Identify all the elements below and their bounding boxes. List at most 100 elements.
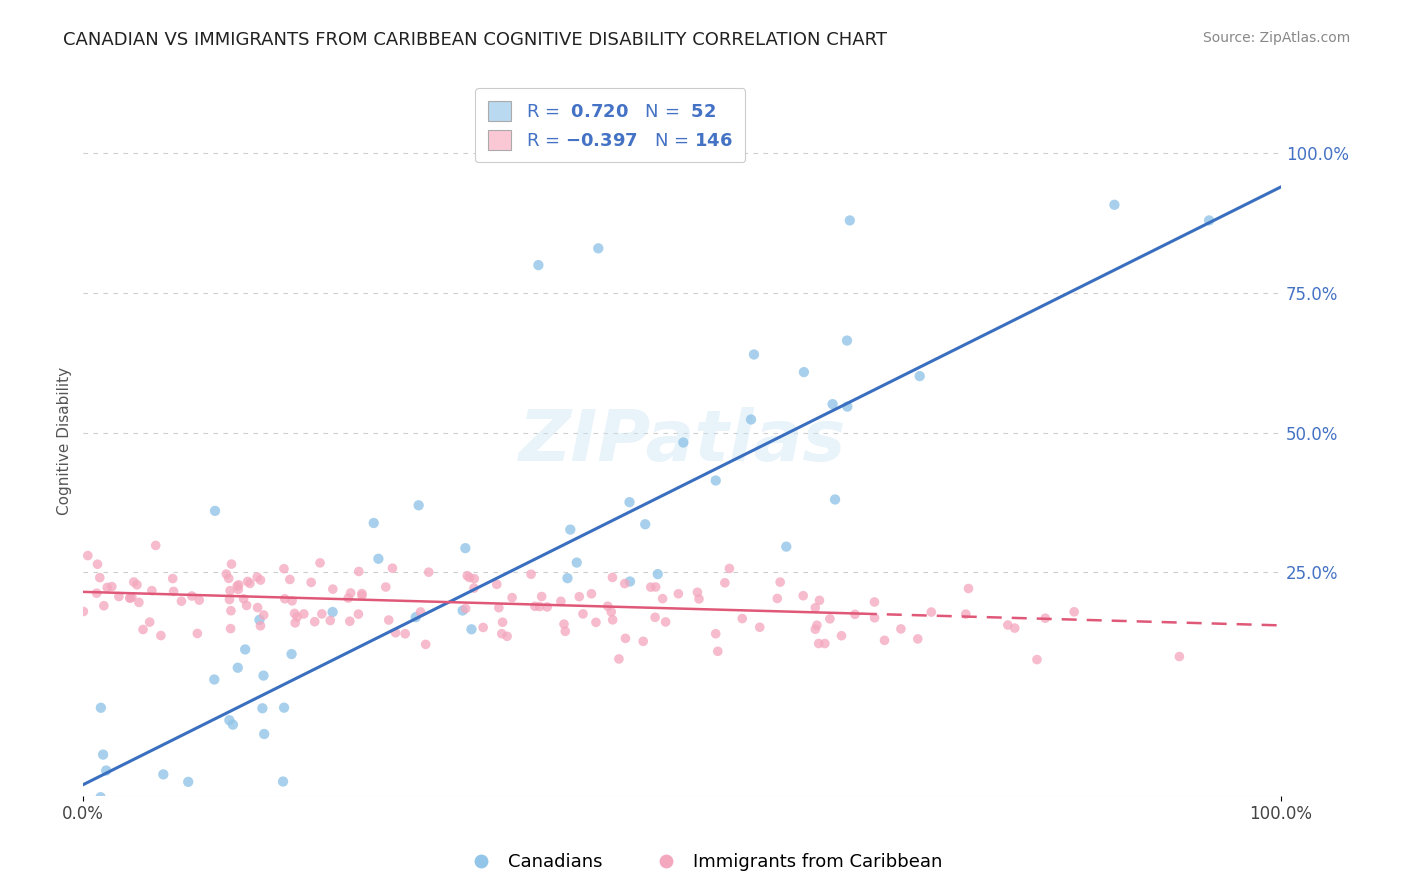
Point bbox=[381, 561, 404, 575]
Point bbox=[90, 790, 112, 805]
Point bbox=[339, 586, 361, 600]
Point bbox=[226, 661, 249, 675]
Point bbox=[596, 599, 619, 614]
Point bbox=[273, 562, 295, 576]
Point bbox=[299, 575, 322, 590]
Point bbox=[233, 642, 256, 657]
Point bbox=[557, 571, 579, 585]
Point bbox=[485, 577, 508, 591]
Point bbox=[162, 572, 184, 586]
Point bbox=[280, 647, 302, 661]
Point bbox=[292, 607, 315, 621]
Point bbox=[496, 629, 519, 643]
Point bbox=[688, 591, 710, 606]
Point bbox=[253, 727, 276, 741]
Point bbox=[458, 570, 481, 584]
Point bbox=[232, 591, 254, 606]
Point bbox=[125, 578, 148, 592]
Point bbox=[568, 590, 591, 604]
Point bbox=[602, 613, 624, 627]
Point bbox=[554, 624, 576, 639]
Point bbox=[631, 634, 654, 648]
Point bbox=[188, 593, 211, 607]
Point bbox=[76, 549, 98, 563]
Point bbox=[818, 612, 841, 626]
Point bbox=[121, 590, 143, 604]
Point bbox=[766, 591, 789, 606]
Point bbox=[807, 636, 830, 650]
Point bbox=[997, 618, 1019, 632]
Point bbox=[384, 625, 406, 640]
Point bbox=[180, 589, 202, 603]
Point bbox=[920, 605, 942, 619]
Point bbox=[607, 652, 630, 666]
Point bbox=[149, 629, 172, 643]
Point bbox=[128, 595, 150, 609]
Point bbox=[222, 717, 245, 731]
Point bbox=[520, 567, 543, 582]
Point bbox=[89, 571, 111, 585]
Point bbox=[284, 615, 307, 630]
Point bbox=[1168, 649, 1191, 664]
Point bbox=[347, 607, 370, 621]
Point bbox=[215, 567, 238, 582]
Point bbox=[613, 576, 636, 591]
Point bbox=[108, 590, 131, 604]
Point bbox=[319, 614, 342, 628]
Point bbox=[96, 764, 118, 778]
Point bbox=[228, 578, 250, 592]
Point bbox=[955, 607, 977, 621]
Point bbox=[560, 523, 582, 537]
Point bbox=[93, 599, 115, 613]
Point bbox=[501, 591, 523, 605]
Point bbox=[284, 607, 307, 621]
Point bbox=[339, 614, 361, 628]
Point bbox=[252, 668, 274, 682]
Point bbox=[86, 586, 108, 600]
Point bbox=[456, 568, 478, 582]
Point bbox=[588, 241, 610, 255]
Point bbox=[363, 516, 385, 530]
Point bbox=[530, 590, 553, 604]
Point bbox=[252, 701, 274, 715]
Point bbox=[463, 581, 485, 595]
Point bbox=[704, 626, 727, 640]
Point bbox=[666, 587, 689, 601]
Point bbox=[614, 632, 637, 646]
Point bbox=[83, 806, 105, 821]
Point bbox=[152, 767, 174, 781]
Point bbox=[654, 615, 676, 629]
Point bbox=[602, 570, 624, 584]
Legend: R =  $\bf{0.720}$   N =  $\bf{52}$, R = $\bf{-0.397}$   N = $\bf{146}$: R = $\bf{0.720}$ N = $\bf{52}$, R = $\bf… bbox=[475, 88, 745, 162]
Point bbox=[775, 540, 797, 554]
Point bbox=[731, 611, 754, 625]
Point bbox=[120, 591, 142, 605]
Point bbox=[748, 620, 770, 634]
Point bbox=[138, 615, 160, 629]
Point bbox=[804, 600, 827, 615]
Point bbox=[1033, 611, 1056, 625]
Point bbox=[619, 574, 641, 589]
Point bbox=[273, 700, 295, 714]
Point bbox=[350, 586, 373, 600]
Point bbox=[204, 504, 226, 518]
Point bbox=[835, 334, 858, 348]
Point bbox=[236, 574, 259, 589]
Point bbox=[792, 589, 814, 603]
Point bbox=[644, 610, 666, 624]
Point bbox=[311, 607, 333, 621]
Point bbox=[229, 827, 252, 841]
Point bbox=[394, 627, 416, 641]
Point bbox=[415, 637, 437, 651]
Point bbox=[644, 580, 666, 594]
Point bbox=[322, 605, 344, 619]
Point bbox=[253, 607, 276, 622]
Point bbox=[118, 591, 141, 605]
Point bbox=[647, 567, 669, 582]
Point bbox=[581, 587, 603, 601]
Point bbox=[186, 626, 208, 640]
Point bbox=[793, 365, 815, 379]
Point bbox=[177, 774, 200, 789]
Point bbox=[374, 580, 396, 594]
Point bbox=[218, 713, 240, 727]
